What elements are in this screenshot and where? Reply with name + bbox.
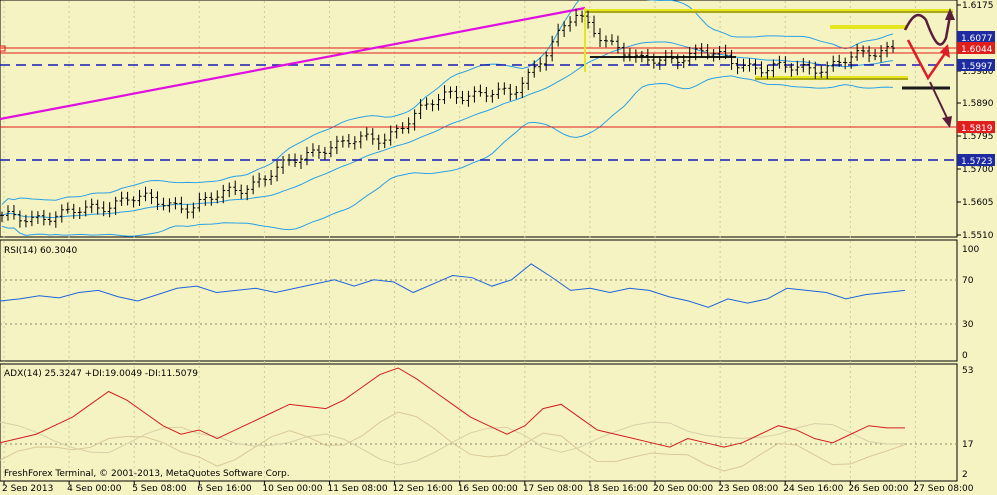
rsi-tick: 0 bbox=[962, 351, 968, 361]
rsi-tick: 30 bbox=[962, 320, 974, 330]
time-label: 23 Sep 08:00 bbox=[718, 484, 778, 491]
time-label: 17 Sep 08:00 bbox=[523, 484, 583, 491]
bollinger-middle bbox=[1, 41, 894, 219]
price-tags: 1.6077 1.6044 1.5997 1.5819 1.5723 bbox=[957, 31, 995, 167]
time-label: 10 Sep 00:00 bbox=[262, 484, 322, 491]
grid-lines bbox=[3, 1, 916, 481]
price-tag-label: 1.6044 bbox=[961, 45, 993, 55]
price-tick: 1.5890 bbox=[962, 99, 994, 109]
time-label: 24 Sep 16:00 bbox=[783, 484, 843, 491]
copyright-text: FreshForex Terminal, © 2001-2013, MetaQu… bbox=[4, 469, 290, 479]
bollinger-upper bbox=[1, 0, 894, 205]
time-label: 26 Sep 00:00 bbox=[848, 484, 908, 491]
bollinger-lower bbox=[1, 75, 894, 237]
rsi-tick: 100 bbox=[962, 245, 979, 255]
time-label: 12 Sep 16:00 bbox=[393, 484, 453, 491]
forecast-down-path bbox=[929, 81, 949, 121]
price-tag-bg bbox=[957, 154, 995, 166]
price-tag-label: 1.5819 bbox=[961, 124, 993, 134]
magenta-trendline bbox=[0, 6, 586, 121]
time-label: 4 Sep 00:00 bbox=[67, 484, 122, 491]
forecast-dark-arrowhead bbox=[945, 8, 955, 20]
adx-title: ADX(14) 25.3247 +DI:19.0049 -DI:11.5079 bbox=[4, 369, 198, 379]
price-tick: 1.5980 bbox=[962, 67, 994, 77]
price-tag-label: 1.5997 bbox=[961, 62, 993, 72]
bollinger-bands bbox=[1, 0, 894, 237]
adx-tick: 17 bbox=[962, 440, 973, 450]
price-tag-bg bbox=[957, 59, 995, 71]
rsi-line bbox=[0, 263, 906, 308]
forecast-down-arrowhead bbox=[942, 116, 952, 128]
forecast-arrows bbox=[903, 8, 955, 128]
time-label: 20 Sep 00:00 bbox=[653, 484, 713, 491]
forecast-red-path bbox=[906, 39, 948, 81]
rsi-panel-frame bbox=[0, 239, 958, 362]
price-tag-bg bbox=[957, 121, 995, 133]
rsi-title: RSI(14) 60.3040 bbox=[4, 246, 77, 256]
adx-tick: 2 bbox=[962, 470, 968, 480]
price-tick: 1.5795 bbox=[962, 132, 994, 142]
adx-tick: 53 bbox=[962, 366, 973, 376]
rsi-tick: 70 bbox=[962, 276, 974, 286]
price-tag-bg bbox=[957, 42, 995, 54]
line-anchor-marker bbox=[0, 45, 6, 52]
price-tag-label: 1.5723 bbox=[961, 157, 993, 167]
main-panel-frame bbox=[0, 0, 958, 238]
time-label: 18 Sep 16:00 bbox=[588, 484, 648, 491]
time-label: 2 Sep 2013 bbox=[2, 484, 53, 491]
time-label: 5 Sep 08:00 bbox=[132, 484, 187, 491]
time-label: 6 Sep 16:00 bbox=[197, 484, 252, 491]
time-label: 27 Sep 08:00 bbox=[913, 484, 973, 491]
yellow-range-zone bbox=[584, 8, 953, 90]
time-axis: 2 Sep 2013 4 Sep 00:00 5 Sep 08:00 6 Sep 16… bbox=[2, 481, 974, 494]
adx-axis: 53 17 2 bbox=[962, 366, 973, 480]
price-tick: 1.6175 bbox=[962, 1, 994, 11]
time-label: 16 Sep 00:00 bbox=[458, 484, 518, 491]
price-tick: 1.5605 bbox=[962, 198, 994, 208]
candlestick-series bbox=[0, 8, 896, 228]
price-tick: 1.5510 bbox=[962, 231, 994, 241]
di-plus-line bbox=[0, 411, 906, 472]
di-minus-line bbox=[0, 421, 906, 466]
forecast-dark-path bbox=[903, 13, 952, 46]
price-tag-label: 1.6077 bbox=[961, 34, 993, 44]
forecast-red-arrowhead bbox=[940, 44, 950, 58]
price-tag-bg bbox=[957, 31, 995, 43]
time-label: 11 Sep 08:00 bbox=[328, 484, 388, 491]
price-axis: 1.6175 1.5980 1.5890 1.5795 1.5700 1.560… bbox=[957, 1, 994, 241]
adx-line bbox=[0, 367, 905, 448]
adx-panel-frame bbox=[0, 363, 958, 482]
rsi-axis: 100 70 30 0 bbox=[962, 245, 979, 361]
price-tick: 1.5700 bbox=[962, 165, 994, 175]
